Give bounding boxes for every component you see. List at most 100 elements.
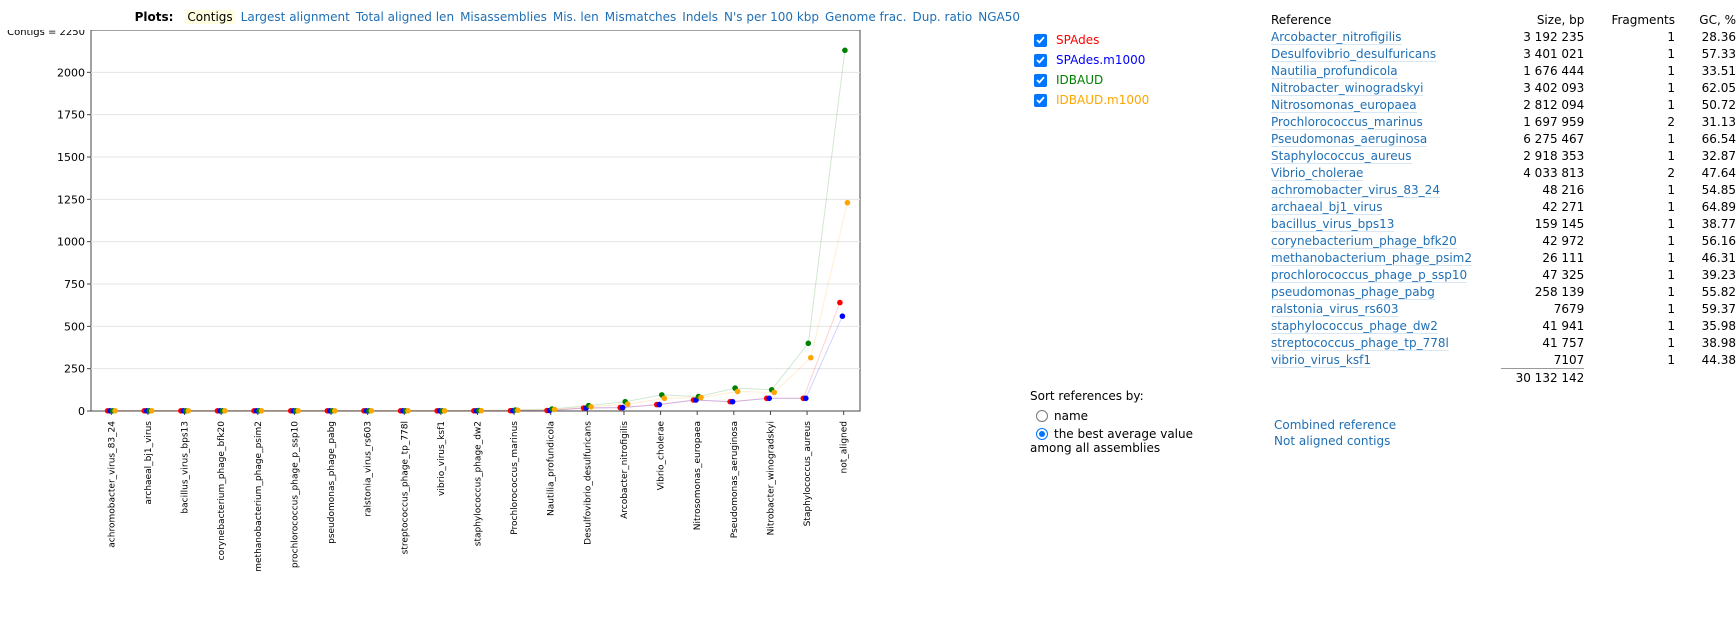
- sort-by-best-average[interactable]: the best average value: [1030, 425, 1193, 443]
- plot-tab-genome-frac[interactable]: Genome frac.: [825, 10, 907, 24]
- reference-name[interactable]: Staphylococcus_aureus: [1271, 148, 1412, 164]
- plot-tab-largest-alignment[interactable]: Largest alignment: [240, 10, 350, 24]
- reference-fragments: 1: [1667, 148, 1676, 163]
- reference-link[interactable]: achromobacter_virus_83_24: [1271, 182, 1440, 198]
- reference-name[interactable]: prochlorococcus_phage_p_ssp10: [1271, 267, 1468, 283]
- data-point: [551, 406, 558, 413]
- reference-gc: 62.05: [1701, 80, 1736, 95]
- legend-item[interactable]: SPAdes.m1000: [1034, 50, 1149, 70]
- table-row: Arcobacter_nitrofigilis 3 192 235 1 28.36: [1271, 28, 1736, 45]
- sort-option-tail: among all assemblies: [1030, 441, 1161, 455]
- legend-checkbox[interactable]: [1034, 53, 1047, 67]
- combined-reference-link[interactable]: Combined reference: [1274, 418, 1397, 432]
- reference-link[interactable]: bacillus_virus_bps13: [1271, 216, 1395, 232]
- plot-tab-misassemblies[interactable]: Misassemblies: [460, 10, 547, 24]
- reference-link[interactable]: vibrio_virus_ksf1: [1271, 352, 1371, 368]
- x-tick-label: staphylococcus_phage_dw2: [474, 421, 484, 546]
- reference-gc: 64.89: [1701, 199, 1736, 214]
- sort-option-best-average: the best average value: [1054, 427, 1193, 441]
- reference-link[interactable]: Pseudomonas_aeruginosa: [1271, 131, 1428, 147]
- reference-size: 1 676 444: [1523, 63, 1585, 78]
- reference-link[interactable]: corynebacterium_phage_bfk20: [1271, 233, 1457, 249]
- header-size: Size, bp: [1536, 12, 1585, 27]
- reference-link[interactable]: ralstonia_virus_rs603: [1271, 301, 1399, 317]
- plot-tab-contigs[interactable]: Contigs: [185, 10, 235, 24]
- legend-checkbox[interactable]: [1034, 93, 1047, 107]
- reference-name[interactable]: pseudomonas_phage_pabg: [1271, 284, 1435, 300]
- data-point: [805, 340, 812, 347]
- plot-tab-indels[interactable]: Indels: [682, 10, 719, 24]
- x-tick-label: Prochlorococcus_marinus: [510, 421, 520, 535]
- reference-link[interactable]: methanobacterium_phage_psim2: [1271, 250, 1473, 266]
- reference-gc: 32.87: [1701, 148, 1736, 163]
- reference-link[interactable]: streptococcus_phage_tp_778l: [1271, 335, 1449, 351]
- not-aligned-contigs-link[interactable]: Not aligned contigs: [1274, 434, 1391, 448]
- reference-link[interactable]: staphylococcus_phage_dw2: [1271, 318, 1438, 334]
- reference-name[interactable]: ralstonia_virus_rs603: [1271, 301, 1399, 317]
- reference-link[interactable]: Arcobacter_nitrofigilis: [1271, 29, 1402, 45]
- plot-tab-dup-ratio[interactable]: Dup. ratio: [912, 10, 973, 24]
- reference-name[interactable]: Pseudomonas_aeruginosa: [1271, 131, 1428, 147]
- reference-size: 3 402 093: [1523, 80, 1585, 95]
- reference-fragments: 1: [1667, 46, 1676, 61]
- legend-checkbox[interactable]: [1034, 73, 1047, 87]
- sort-by-name[interactable]: name: [1030, 407, 1193, 425]
- legend-item[interactable]: SPAdes: [1034, 30, 1149, 50]
- reference-name[interactable]: Vibrio_cholerae: [1271, 165, 1364, 181]
- plot-tab-total-aligned-len[interactable]: Total aligned len: [355, 10, 455, 24]
- reference-gc: 50.72: [1701, 97, 1736, 112]
- reference-size: 2 812 094: [1523, 97, 1585, 112]
- table-row: archaeal_bj1_virus 42 271 1 64.89: [1271, 198, 1736, 215]
- reference-name[interactable]: Nitrosomonas_europaea: [1271, 97, 1417, 113]
- reference-name[interactable]: methanobacterium_phage_psim2: [1271, 250, 1473, 266]
- legend-item[interactable]: IDBAUD: [1034, 70, 1149, 90]
- reference-link[interactable]: pseudomonas_phage_pabg: [1271, 284, 1435, 300]
- legend-label: IDBAUD.m1000: [1056, 93, 1150, 107]
- plot-tab-mismatches[interactable]: Mismatches: [604, 10, 677, 24]
- radio-best-average[interactable]: [1036, 428, 1048, 440]
- radio-name[interactable]: [1036, 410, 1048, 422]
- x-tick-label: methanobacterium_phage_psim2: [254, 421, 264, 572]
- reference-name[interactable]: bacillus_virus_bps13: [1271, 216, 1395, 232]
- y-tick-label: 0: [78, 405, 85, 418]
- data-point: [588, 404, 594, 410]
- reference-gc: 55.82: [1701, 284, 1736, 299]
- table-row: pseudomonas_phage_pabg 258 139 1 55.82: [1271, 283, 1736, 300]
- reference-link[interactable]: Prochlorococcus_marinus: [1271, 114, 1423, 130]
- reference-gc: 47.64: [1701, 165, 1736, 180]
- data-point: [332, 408, 338, 414]
- reference-link[interactable]: archaeal_bj1_virus: [1271, 199, 1383, 215]
- reference-name[interactable]: Desulfovibrio_desulfuricans: [1271, 46, 1437, 62]
- reference-gc: 31.13: [1701, 114, 1736, 129]
- plot-tab-mis-len[interactable]: Mis. len: [552, 10, 599, 24]
- reference-link[interactable]: prochlorococcus_phage_p_ssp10: [1271, 267, 1468, 283]
- plot-tab-n-s-per-100-kbp[interactable]: N's per 100 kbp: [724, 10, 820, 24]
- header-reference: Reference: [1271, 12, 1332, 27]
- reference-name[interactable]: Arcobacter_nitrofigilis: [1271, 29, 1402, 45]
- table-header-row: Reference Size, bp Fragments GC, %: [1271, 11, 1736, 28]
- reference-link[interactable]: Vibrio_cholerae: [1271, 165, 1364, 181]
- reference-name[interactable]: archaeal_bj1_virus: [1271, 199, 1383, 215]
- reference-fragments: 1: [1667, 182, 1676, 197]
- reference-link[interactable]: Nitrobacter_winogradskyi: [1271, 80, 1424, 96]
- reference-gc: 35.98: [1701, 318, 1736, 333]
- reference-name[interactable]: streptococcus_phage_tp_778l: [1271, 335, 1449, 351]
- legend-checkbox[interactable]: [1034, 33, 1047, 47]
- reference-link[interactable]: Desulfovibrio_desulfuricans: [1271, 46, 1437, 62]
- reference-name[interactable]: Nautilia_profundicola: [1271, 63, 1398, 79]
- reference-link[interactable]: Staphylococcus_aureus: [1271, 148, 1412, 164]
- reference-name[interactable]: achromobacter_virus_83_24: [1271, 182, 1440, 198]
- plot-tab-nga50[interactable]: NGA50: [978, 10, 1020, 24]
- reference-name[interactable]: vibrio_virus_ksf1: [1271, 352, 1371, 368]
- table-row: Desulfovibrio_desulfuricans 3 401 021 1 57.…: [1271, 45, 1736, 62]
- reference-name[interactable]: staphylococcus_phage_dw2: [1271, 318, 1438, 334]
- reference-link[interactable]: Nautilia_profundicola: [1271, 63, 1398, 79]
- plots-tab-bar: Plots: Contigs Largest alignment Total alig…: [0, 10, 1020, 24]
- reference-name[interactable]: Prochlorococcus_marinus: [1271, 114, 1423, 130]
- legend-item[interactable]: IDBAUD.m1000: [1034, 90, 1149, 110]
- reference-link[interactable]: Nitrosomonas_europaea: [1271, 97, 1417, 113]
- x-tick-label: bacillus_virus_bps13: [181, 421, 191, 514]
- contigs-chart: 0 250 500 750 1000 1250 1500 1750 2000 Contigs = …: [7, 30, 861, 572]
- reference-name[interactable]: Nitrobacter_winogradskyi: [1271, 80, 1424, 96]
- reference-name[interactable]: corynebacterium_phage_bfk20: [1271, 233, 1457, 249]
